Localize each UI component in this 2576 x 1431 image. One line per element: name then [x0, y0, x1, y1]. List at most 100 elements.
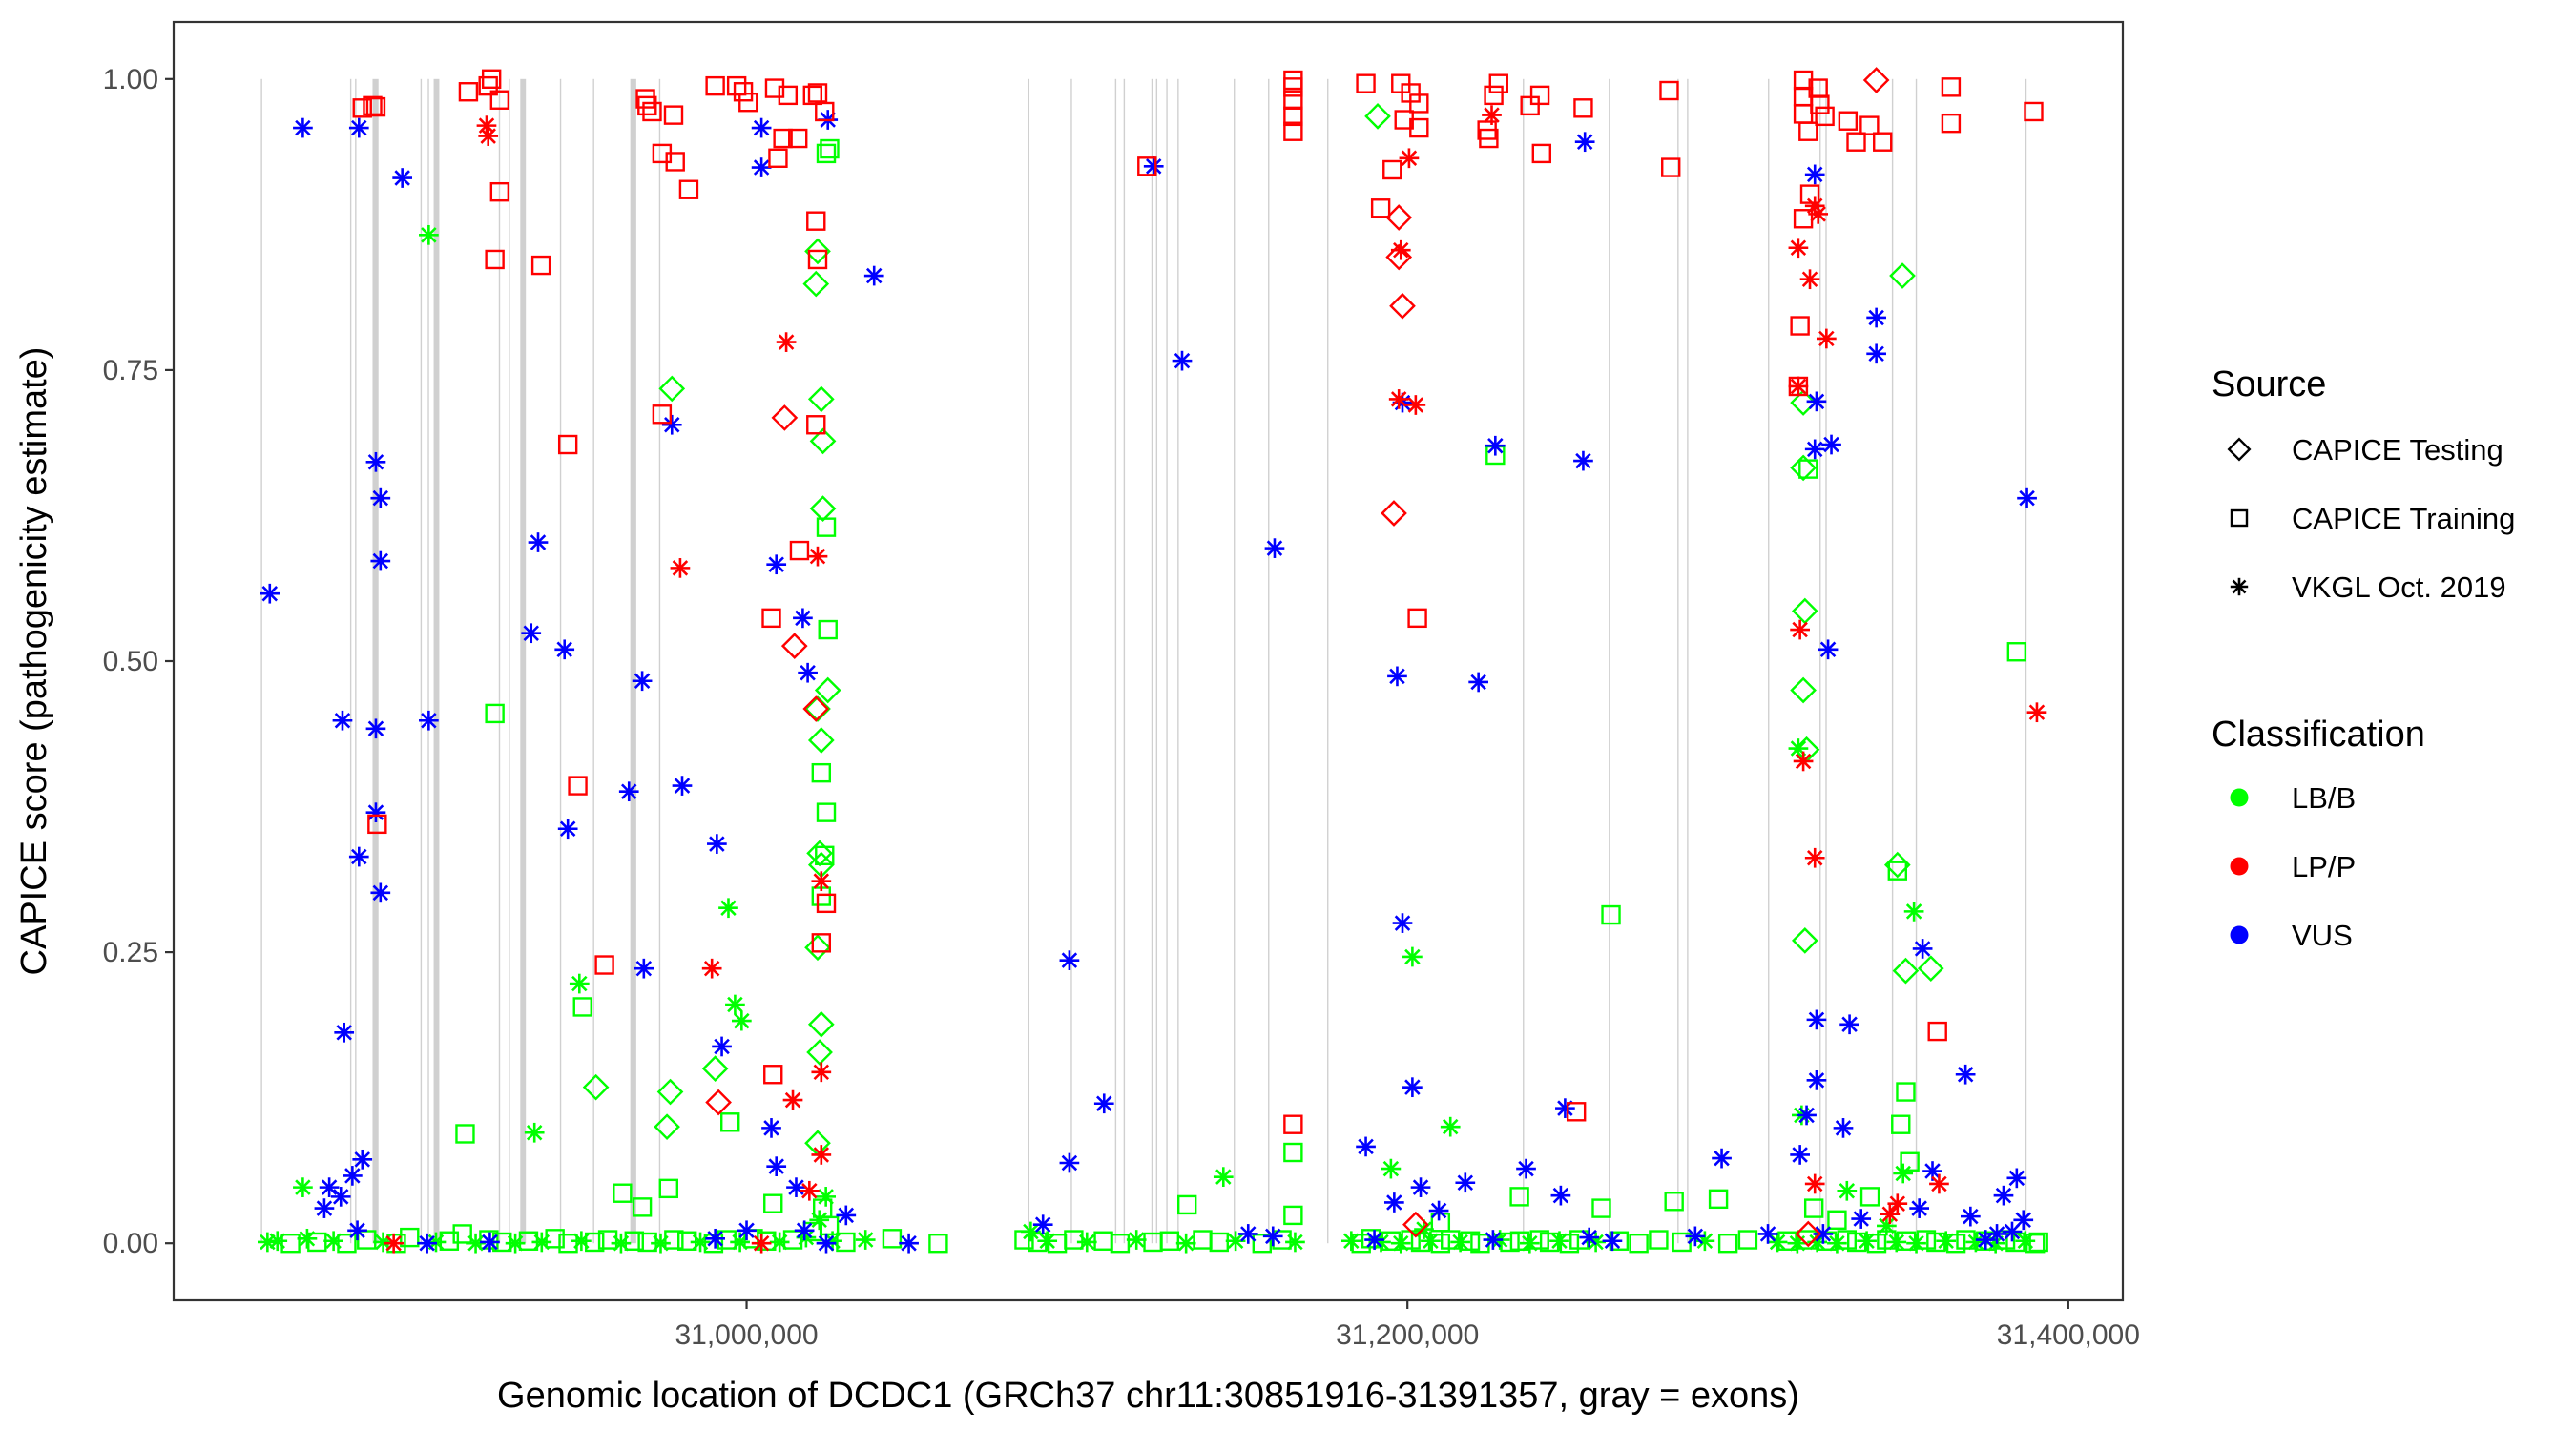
- point-vkgl-vus: [557, 819, 578, 840]
- point-vkgl-vus: [793, 608, 813, 629]
- point-training-lbb: [811, 762, 832, 783]
- point-testing-lbb: [804, 934, 831, 962]
- point-training-lpp: [802, 85, 823, 106]
- point-vkgl-vus: [2002, 1221, 2023, 1242]
- point-training-lpp: [811, 933, 832, 953]
- point-training-lbb: [720, 1112, 740, 1132]
- exon-band: [630, 78, 636, 1244]
- point-training-lpp: [1409, 93, 1429, 114]
- legend-label: VUS: [2292, 919, 2353, 952]
- point-testing-lpp: [705, 1089, 732, 1116]
- point-testing-lbb: [1364, 103, 1391, 130]
- point-vkgl-vus: [1387, 666, 1407, 687]
- point-training-lbb: [1803, 1198, 1824, 1218]
- point-training-lbb: [1529, 1230, 1549, 1250]
- exon-band: [1915, 78, 1918, 1244]
- point-training-lbb: [1900, 1151, 1920, 1172]
- x-tick-label: 31,000,000: [675, 1319, 818, 1351]
- point-vkgl-lpp: [811, 1062, 832, 1083]
- point-testing-lbb: [1790, 454, 1817, 482]
- point-training-lpp: [481, 69, 502, 89]
- point-vkgl-vus: [347, 1220, 367, 1241]
- point-vkgl-vus: [707, 834, 727, 854]
- point-training-lbb: [337, 1234, 357, 1254]
- point-vkgl-lpp: [1388, 389, 1409, 409]
- point-vkgl-vus: [1264, 538, 1285, 558]
- point-vkgl-vus: [1685, 1226, 1706, 1247]
- exon-band: [1677, 78, 1679, 1244]
- point-vkgl-lbb: [1886, 1232, 1907, 1253]
- point-vkgl-lbb: [809, 1210, 830, 1231]
- point-vkgl-vus: [634, 958, 654, 979]
- point-vkgl-lpp: [701, 958, 722, 979]
- point-vkgl-lbb: [725, 994, 745, 1015]
- point-training-lpp: [768, 148, 788, 168]
- point-vkgl-lpp: [811, 871, 832, 892]
- point-vkgl-vus: [314, 1198, 335, 1218]
- point-training-lpp: [1479, 128, 1499, 149]
- point-vkgl-vus: [1960, 1206, 1981, 1227]
- point-testing-lbb: [807, 385, 835, 413]
- exon-band: [559, 78, 562, 1244]
- point-training-lpp: [2024, 101, 2044, 122]
- point-vkgl-vus: [365, 451, 386, 472]
- point-testing-lbb: [1892, 957, 1920, 985]
- exon-band: [1151, 78, 1153, 1244]
- point-vkgl-vus: [751, 157, 772, 177]
- point-vkgl-vus: [2017, 487, 2037, 508]
- point-training-lbb: [816, 802, 837, 822]
- point-training-lpp: [489, 90, 510, 110]
- point-vkgl-vus: [1143, 156, 1164, 176]
- point-training-lbb: [1896, 1082, 1916, 1102]
- point-vkgl-lpp: [1399, 148, 1420, 169]
- point-testing-lpp: [1862, 67, 1890, 93]
- point-vkgl-lbb: [1857, 1231, 1877, 1252]
- point-training-lpp: [1799, 184, 1820, 204]
- point-training-lpp: [778, 85, 799, 106]
- point-training-lpp: [764, 78, 785, 98]
- point-training-lbb: [1601, 904, 1621, 925]
- point-vkgl-lpp: [478, 126, 499, 146]
- point-training-lpp: [642, 101, 662, 122]
- point-training-lpp: [1859, 115, 1880, 135]
- point-vkgl-lbb: [1021, 1221, 1041, 1242]
- data-points: [258, 67, 2048, 1254]
- point-testing-lbb: [1889, 262, 1916, 289]
- exon-band: [658, 78, 661, 1244]
- point-vkgl-vus: [370, 487, 391, 508]
- point-training-lbb: [1887, 861, 1908, 881]
- point-testing-lpp: [802, 695, 830, 722]
- point-testing-lbb: [814, 676, 841, 704]
- point-testing-lpp: [1795, 1220, 1822, 1248]
- point-vkgl-vus: [1821, 434, 1841, 455]
- legend-dot-icon: [2230, 925, 2249, 944]
- point-training-lpp: [352, 98, 372, 118]
- point-vkgl-vus: [1712, 1148, 1732, 1169]
- point-training-lpp: [1370, 198, 1391, 218]
- point-training-lbb: [1708, 1189, 1729, 1210]
- point-vkgl-vus: [794, 1220, 815, 1241]
- exon-band: [1028, 78, 1029, 1244]
- point-vkgl-vus: [1797, 1105, 1817, 1126]
- point-vkgl-vus: [392, 168, 413, 188]
- point-vkgl-vus: [260, 583, 280, 604]
- x-tick-label: 31,200,000: [1336, 1319, 1479, 1351]
- point-training-lbb: [1859, 1187, 1880, 1207]
- exon-band: [1123, 78, 1126, 1244]
- point-training-lbb: [624, 1231, 644, 1251]
- x-tick-label: 31,400,000: [1997, 1319, 2140, 1351]
- point-vkgl-vus: [1602, 1231, 1623, 1252]
- point-training-lbb: [545, 1229, 565, 1249]
- point-training-lpp: [1659, 80, 1679, 101]
- point-training-lbb: [1460, 1231, 1481, 1251]
- point-vkgl-lpp: [782, 1089, 803, 1110]
- point-vkgl-vus: [1364, 1230, 1384, 1250]
- point-training-lpp: [807, 249, 828, 270]
- y-tick-label: 1.00: [103, 64, 158, 95]
- point-testing-lbb: [701, 1055, 729, 1082]
- point-training-lpp: [485, 249, 505, 270]
- point-vkgl-lbb: [1837, 1180, 1858, 1201]
- legend-classification-title: Classification: [2212, 715, 2425, 755]
- legend-item-testing: CAPICE Testing: [2227, 433, 2503, 467]
- legend-item-vkgl: VKGL Oct. 2019: [2230, 570, 2506, 604]
